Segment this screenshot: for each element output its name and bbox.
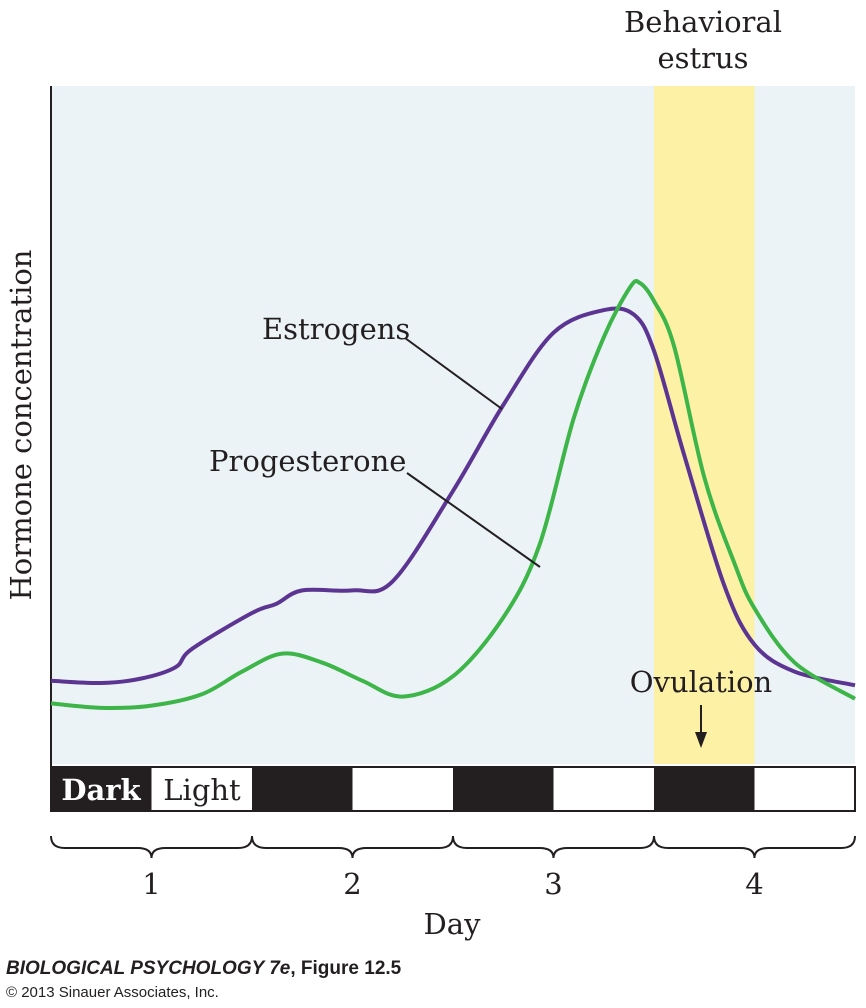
day-brace <box>653 835 856 859</box>
credit-figure-number: , Figure 12.5 <box>290 958 402 979</box>
x-tick-label: 1 <box>142 867 160 901</box>
x-tick-label: 3 <box>544 867 562 901</box>
bar-segment-light <box>151 767 252 811</box>
bar-segment-dark <box>654 767 755 811</box>
day-brace <box>50 835 253 859</box>
bar-segment-dark <box>252 767 353 811</box>
bar-segment-light <box>754 767 855 811</box>
day-tick-labels: 1 2 3 4 <box>142 867 763 901</box>
ovulation-arrow-head <box>695 732 707 748</box>
bar-outline <box>50 766 856 812</box>
light-label: Light <box>163 773 241 807</box>
series-label-estrogens: Estrogens <box>262 312 410 346</box>
dark-label: Dark <box>61 773 141 807</box>
y-axis-label: Hormone concentration <box>4 250 38 601</box>
progesterone-leader-line <box>406 472 541 568</box>
figure-credit-title: BIOLOGICAL PSYCHOLOGY 7e, Figure 12.5 <box>6 958 401 980</box>
estrus-label-line-1: Behavioral <box>624 5 782 39</box>
day-braces <box>50 835 856 859</box>
estrogens-leader-line <box>404 337 503 410</box>
bar-segment-light <box>352 767 453 811</box>
series-label-progesterone: Progesterone <box>209 444 406 478</box>
x-tick-label: 2 <box>343 867 361 901</box>
series-line-estrogens <box>50 306 856 688</box>
bar-segment-dark <box>51 767 152 811</box>
figure-copyright: © 2013 Sinauer Associates, Inc. <box>6 984 219 1001</box>
series-line-progesterone <box>50 279 857 711</box>
x-tick-label: 4 <box>745 867 763 901</box>
light-dark-bar <box>50 766 856 812</box>
estrus-band <box>654 86 755 764</box>
credit-book-title: BIOLOGICAL PSYCHOLOGY 7e <box>6 958 291 979</box>
day-brace <box>452 835 655 859</box>
day-brace <box>251 835 454 859</box>
x-axis-label: Day <box>424 907 482 941</box>
series-layer <box>50 279 857 711</box>
estrus-label-line-2: estrus <box>657 41 748 75</box>
ovulation-label: Ovulation <box>630 665 772 699</box>
bar-segment-dark <box>453 767 554 811</box>
bar-segment-light <box>553 767 654 811</box>
